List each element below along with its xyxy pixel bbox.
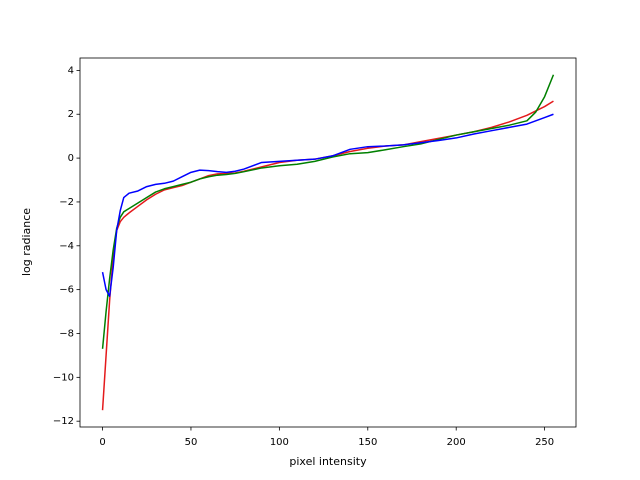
x-tick-label: 200 [447, 437, 466, 448]
y-tick-label: −4 [59, 241, 74, 252]
x-tick-label: 100 [270, 437, 289, 448]
data-line [101, 100, 554, 411]
y-tick-label: −8 [59, 328, 74, 339]
y-axis-label: log radiance [20, 208, 33, 276]
data-line [101, 113, 554, 297]
x-axis-label: pixel intensity [289, 455, 367, 468]
plot-frame [79, 57, 577, 428]
y-tick-label: 4 [68, 65, 74, 76]
y-tick-label: −2 [59, 197, 74, 208]
x-tick-label: 0 [99, 437, 105, 448]
y-tick-label: 2 [68, 109, 74, 120]
y-tick-label: −10 [53, 372, 74, 383]
y-tick-label: −6 [59, 285, 74, 296]
x-tick-label: 150 [358, 437, 377, 448]
x-tick-label: 50 [185, 437, 198, 448]
data-line [101, 74, 555, 349]
y-tick-label: −12 [53, 416, 74, 427]
x-tick-label: 250 [535, 437, 554, 448]
y-tick-label: 0 [68, 153, 74, 164]
